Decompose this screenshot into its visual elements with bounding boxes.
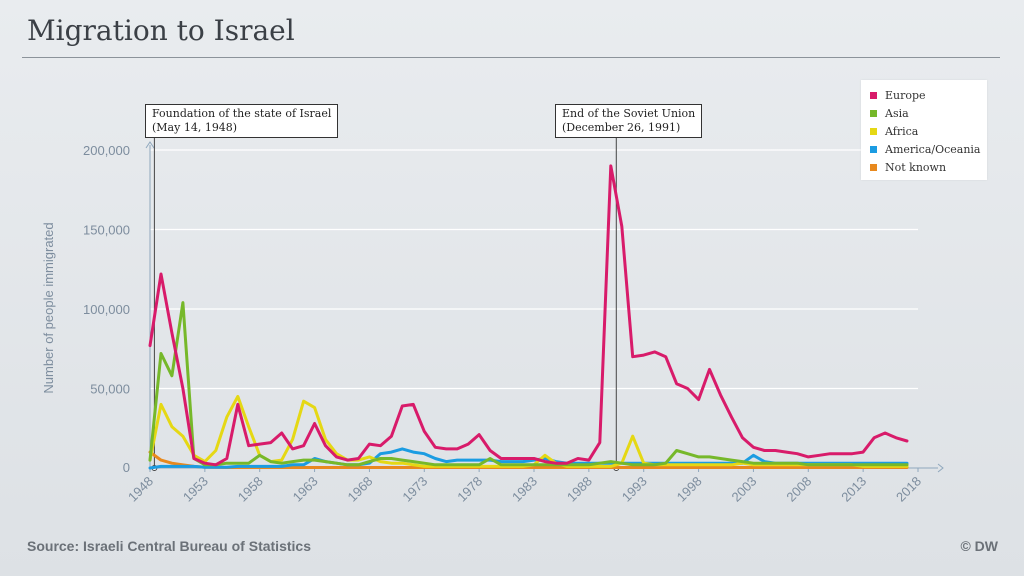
annotation-date: (May 14, 1948) [152, 121, 238, 134]
x-tick-label: 2013 [838, 474, 869, 505]
series-line-europe [148, 164, 909, 467]
title-divider [22, 57, 1000, 58]
y-tick-label: 0 [123, 460, 130, 475]
legend-label: Africa [885, 124, 919, 138]
legend-item: Not known [870, 160, 946, 174]
legend-swatch [870, 109, 877, 117]
legend-item: America/Oceania [870, 142, 981, 156]
y-tick-label: 200,000 [83, 143, 130, 158]
legend-label: Europe [885, 88, 926, 102]
annotation-lines [151, 134, 620, 471]
axes [145, 141, 944, 473]
legend-label: Asia [885, 106, 909, 120]
annotation-box: Foundation of the state of Israel (May 14… [145, 104, 339, 138]
copyright-credit: © DW [960, 538, 998, 554]
x-tick-label: 1953 [180, 474, 211, 505]
legend-swatch [870, 145, 877, 153]
x-tick-label: 1988 [564, 474, 595, 505]
x-tick-label: 1958 [235, 474, 266, 505]
x-tick-label: 1968 [344, 474, 375, 505]
x-tick-label: 1978 [454, 474, 485, 505]
y-tick-label: 50,000 [90, 382, 130, 397]
x-tick-label: 2003 [728, 474, 759, 505]
legend-swatch [870, 163, 877, 171]
series-line-asia [148, 301, 909, 467]
annotation-title: Foundation of the state of Israel [152, 107, 332, 120]
x-tick-label: 2018 [893, 474, 924, 505]
annotation-box: End of the Soviet Union (December 26, 199… [555, 104, 703, 138]
legend-item: Asia [870, 106, 909, 120]
x-tick-label: 1948 [125, 474, 156, 505]
x-tick-label: 1963 [290, 474, 321, 505]
grid-lines [150, 149, 918, 390]
annotation-date: (December 26, 1991) [562, 121, 681, 134]
y-axis-arrow [145, 141, 155, 149]
x-tick-label: 2008 [783, 474, 814, 505]
y-tick-label: 100,000 [83, 302, 130, 317]
legend-label: America/Oceania [885, 142, 981, 156]
chart-title: Migration to Israel [27, 14, 295, 47]
x-axis-arrow [937, 463, 944, 473]
tick-labels: 0 50,000 100,000 150,000 200,000 1948 1953 1958… [83, 143, 924, 505]
x-tick-label: 1983 [509, 474, 540, 505]
series-lines [148, 164, 909, 470]
x-tick-label: 1998 [674, 474, 705, 505]
legend-swatch [870, 127, 877, 135]
legend-item: Europe [870, 88, 926, 102]
y-tick-label: 150,000 [83, 223, 130, 238]
legend: Europe Asia Africa America/Oceania Not known [861, 80, 987, 180]
y-axis-label: Number of people immigrated [41, 222, 56, 393]
legend-swatch [870, 91, 877, 99]
x-tick-label: 1973 [399, 474, 430, 505]
x-tick-label: 1993 [619, 474, 650, 505]
annotation-title: End of the Soviet Union [562, 107, 696, 120]
legend-item: Africa [870, 124, 918, 138]
legend-label: Not known [885, 160, 947, 174]
source-note: Source: Israeli Central Bureau of Statis… [27, 538, 311, 554]
